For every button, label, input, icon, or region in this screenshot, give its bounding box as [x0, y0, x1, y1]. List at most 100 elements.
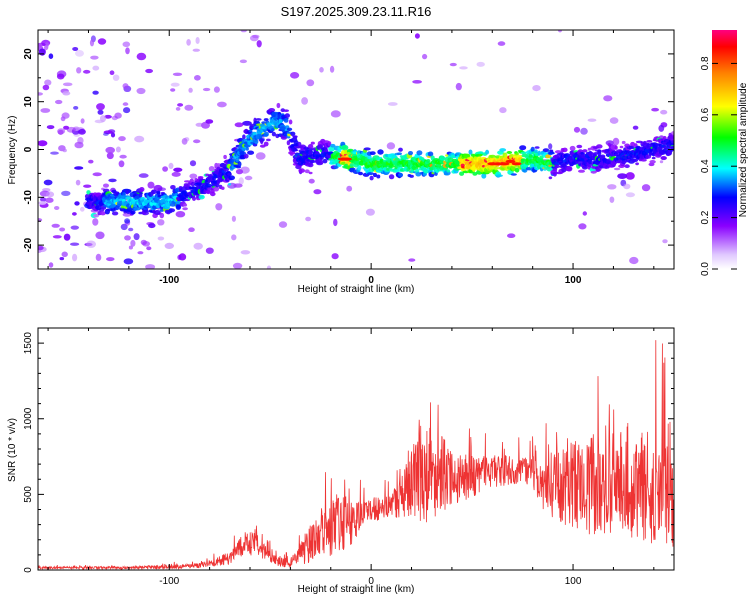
- noise-blob: [92, 65, 100, 71]
- noise-blob: [557, 30, 563, 33]
- ridge-blob: [478, 153, 483, 157]
- ridge-blob: [545, 154, 552, 159]
- noise-blob: [123, 258, 134, 265]
- noise-blob: [609, 117, 619, 124]
- noise-blob: [255, 152, 266, 160]
- ridge-blob: [595, 168, 601, 172]
- noise-blob: [146, 246, 152, 251]
- noise-blob: [124, 235, 131, 241]
- noise-blob: [168, 162, 174, 169]
- noise-blob: [170, 88, 176, 92]
- noise-blob: [95, 253, 102, 261]
- noise-blob: [38, 201, 47, 205]
- noise-blob: [86, 240, 96, 248]
- spectrogram-xlabel: Height of straight line (km): [298, 284, 415, 295]
- ridge-blob: [426, 159, 431, 163]
- ridge-blob: [156, 190, 161, 195]
- ridge-blob: [284, 113, 290, 118]
- ridge-blob: [323, 148, 329, 153]
- noise-blob: [62, 91, 71, 96]
- noise-blob: [115, 146, 121, 153]
- ridge-blob: [566, 166, 573, 172]
- noise-blob: [157, 187, 166, 191]
- ridge-blob: [499, 148, 507, 152]
- noise-blob: [333, 218, 338, 227]
- y-tick-label: -20: [23, 237, 34, 252]
- ridge-blob: [239, 151, 247, 155]
- noise-blob: [181, 138, 188, 145]
- noise-blob: [104, 114, 112, 119]
- ridge-blob: [388, 174, 395, 180]
- ridge-blob: [254, 139, 259, 145]
- noise-blob: [128, 245, 133, 250]
- noise-blob: [119, 154, 127, 159]
- noise-blob: [142, 241, 151, 247]
- ridge-blob: [414, 154, 421, 158]
- ridge-blob: [369, 151, 376, 156]
- ridge-blob: [341, 144, 349, 151]
- noise-blob: [42, 84, 50, 91]
- x-tick-label: -100: [159, 275, 179, 286]
- noise-blob: [61, 251, 68, 258]
- ridge-blob: [519, 145, 527, 151]
- noise-blob: [48, 53, 54, 59]
- ridge-blob: [237, 161, 242, 167]
- noise-blob: [48, 262, 54, 268]
- colorbar-tick-label: 0.0: [700, 262, 711, 276]
- noise-blob: [186, 39, 191, 46]
- ridge-blob: [367, 154, 372, 160]
- spectrogram-ylabel: Frequency (Hz): [7, 116, 18, 185]
- ridge-blob: [398, 147, 403, 152]
- noise-blob: [92, 218, 99, 226]
- ridge-blob: [170, 185, 176, 190]
- y-tick-label: 20: [23, 48, 34, 60]
- noise-blob: [612, 137, 620, 146]
- noise-blob: [54, 206, 60, 210]
- ridge-blob: [472, 172, 478, 176]
- ridge-blob: [646, 140, 653, 143]
- ridge-blob: [514, 167, 520, 173]
- noise-blob: [609, 196, 615, 203]
- noise-blob: [90, 55, 99, 60]
- noise-blob: [76, 67, 82, 74]
- ridge-blob: [286, 140, 291, 146]
- noise-blob: [497, 41, 506, 46]
- noise-blob: [217, 101, 227, 108]
- noise-blob: [137, 251, 144, 255]
- noise-blob: [118, 160, 125, 168]
- ridge-blob: [349, 163, 354, 167]
- snr-series-line: [38, 340, 674, 570]
- snr-xlabel: Height of straight line (km): [298, 584, 415, 595]
- ridge-blob: [477, 151, 484, 155]
- noise-blob: [59, 257, 65, 261]
- ridge-blob: [649, 160, 656, 164]
- peak-blob: [511, 162, 522, 166]
- ridge-blob: [576, 144, 583, 149]
- noise-blob: [45, 191, 55, 198]
- ridge-blob: [670, 140, 674, 144]
- noise-blob: [231, 234, 237, 241]
- noise-blob: [92, 90, 99, 95]
- ridge-blob: [671, 131, 674, 135]
- colorbar-tick-label: 0.6: [700, 107, 711, 121]
- ridge-blob: [292, 135, 298, 140]
- noise-blob: [123, 107, 131, 114]
- ridge-blob: [582, 149, 588, 153]
- ridge-blob: [263, 131, 269, 137]
- ridge-blob: [539, 155, 544, 159]
- ridge-blob: [221, 186, 225, 190]
- ridge-blob: [446, 169, 451, 173]
- noise-blob: [44, 42, 50, 48]
- noise-blob: [507, 233, 516, 238]
- noise-blob: [175, 211, 186, 218]
- y-tick-label: 500: [23, 486, 34, 503]
- ridge-blob: [667, 151, 671, 156]
- noise-blob: [136, 87, 146, 95]
- ridge-blob: [235, 157, 240, 163]
- noise-blob: [51, 223, 60, 228]
- ridge-blob: [628, 145, 635, 150]
- ridge-blob: [590, 170, 597, 174]
- ridge-blob: [205, 190, 212, 195]
- noise-blob: [278, 221, 288, 228]
